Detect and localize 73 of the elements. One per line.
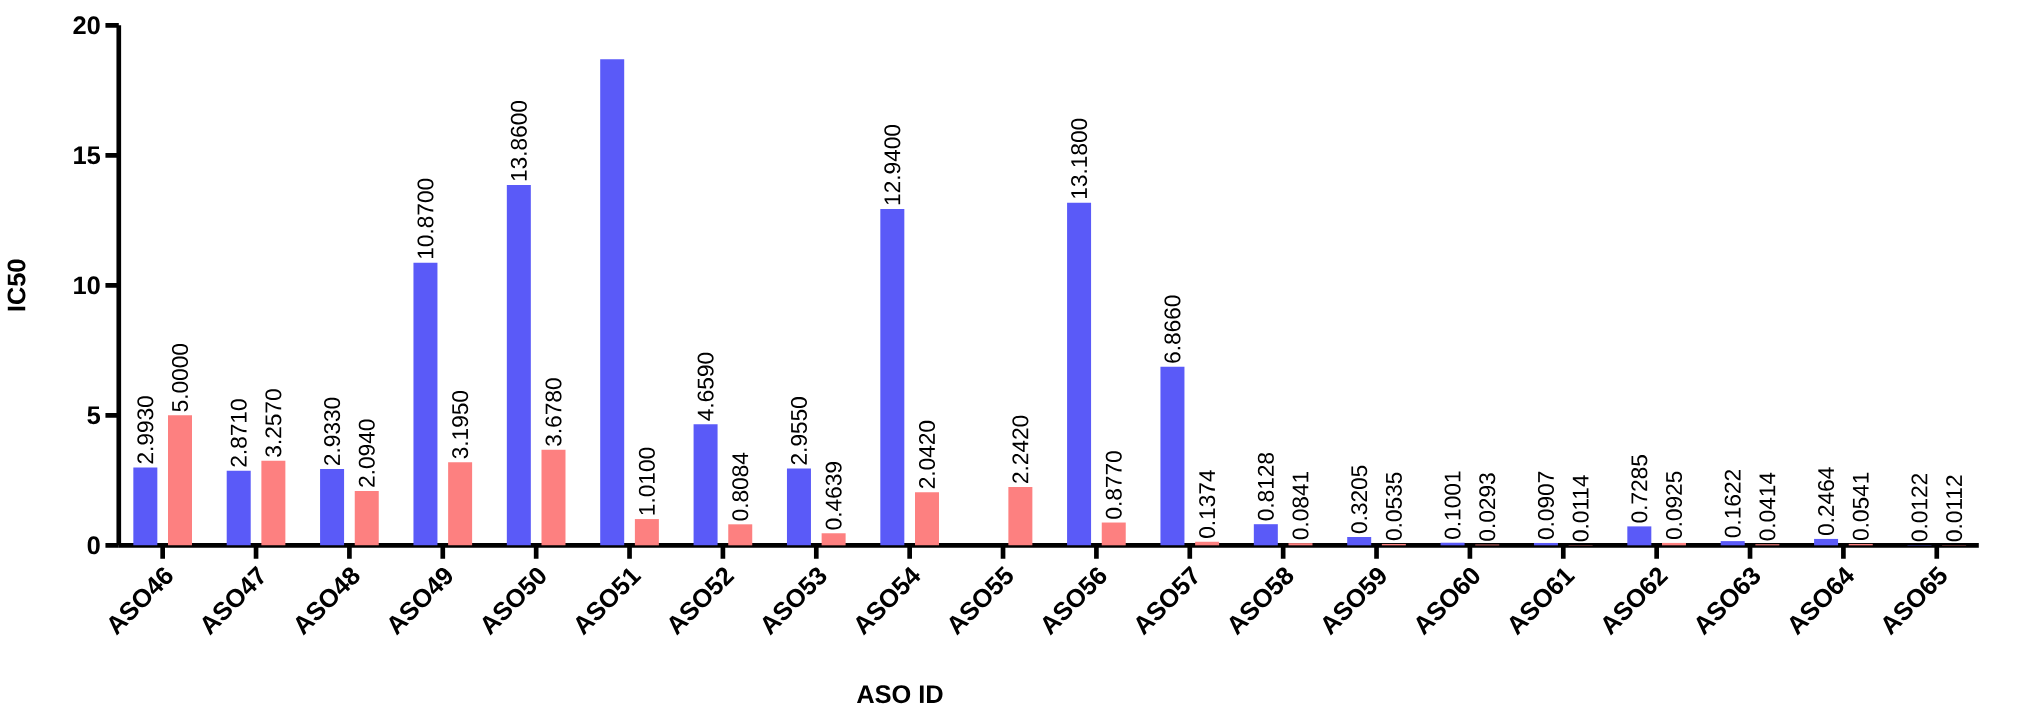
bar: [693, 424, 718, 546]
data-label: 13.1800: [1071, 118, 1088, 198]
bar: [600, 58, 625, 546]
data-label: 0.0535: [1385, 472, 1402, 540]
data-label: 2.8710: [230, 399, 247, 467]
data-label: 0.0414: [1759, 472, 1776, 541]
bar: [506, 184, 531, 546]
data-label: 6.8660: [1164, 295, 1181, 363]
data-label: 13.8600: [510, 100, 527, 181]
bar: [448, 462, 473, 546]
data-label: 0.0925: [1665, 471, 1683, 539]
data-label: 12.9400: [884, 124, 901, 205]
bar: [1008, 486, 1033, 546]
bar: [1288, 542, 1313, 546]
y-axis-title: IC50: [7, 259, 26, 311]
bar: [1253, 524, 1278, 546]
y-tick-label: 20: [73, 16, 100, 35]
data-label: 3.1950: [452, 390, 469, 459]
bar: [1160, 366, 1185, 546]
bar: [261, 460, 286, 546]
data-label: 0.0541: [1852, 472, 1869, 540]
y-tick-label: 15: [74, 146, 101, 165]
x-axis-title: ASO ID: [856, 685, 943, 704]
data-label: 0.8084: [732, 452, 749, 521]
bar: [1720, 540, 1745, 546]
data-label: 0.0841: [1292, 471, 1309, 540]
data-label: 0.0114: [1572, 474, 1589, 542]
data-label: 2.0940: [358, 419, 375, 487]
y-tick-label: 0: [87, 536, 100, 555]
data-label: 10.8700: [417, 178, 434, 258]
data-label: 0.1622: [1724, 469, 1741, 538]
data-label: 3.2570: [265, 389, 282, 457]
bar: [728, 524, 753, 546]
data-label: 0.0293: [1479, 473, 1496, 541]
data-label: 3.6780: [545, 378, 562, 446]
data-label: 0.8770: [1105, 450, 1122, 519]
y-tick-label: 10: [74, 276, 100, 295]
data-label: 2.2420: [1012, 415, 1029, 483]
bar: [1067, 202, 1092, 546]
bar: [226, 470, 251, 546]
bar: [1814, 538, 1839, 546]
bar: [634, 518, 659, 546]
data-label: 0.3205: [1351, 465, 1368, 534]
data-label: 0.0112: [1946, 475, 1963, 542]
data-label: 2.9330: [324, 397, 341, 465]
data-label: 0.1001: [1444, 471, 1461, 539]
bar: [880, 208, 905, 546]
bar: [786, 468, 811, 546]
bar: [821, 533, 846, 546]
bar: [133, 467, 158, 546]
bar: [915, 492, 939, 546]
bar: [168, 415, 192, 546]
data-label: 5.0000: [171, 343, 189, 412]
bar: [1347, 536, 1372, 546]
data-label: 4.6590: [697, 352, 714, 421]
data-label: 0.7285: [1631, 454, 1648, 523]
y-tick-label: 5: [87, 406, 101, 425]
data-label: 0.0122: [1911, 473, 1928, 542]
bar: [1101, 522, 1126, 546]
bar: [413, 262, 438, 546]
data-label: 0.0907: [1537, 471, 1554, 539]
bar: [1627, 526, 1652, 546]
bar: [354, 490, 379, 546]
data-label: 0.2464: [1818, 467, 1835, 535]
data-label: 1.0100: [638, 447, 655, 515]
bar: [541, 449, 566, 546]
data-label: 2.0420: [918, 420, 936, 488]
data-label: 0.4639: [825, 461, 842, 530]
data-label: 0.8128: [1257, 452, 1274, 521]
data-label: 2.9550: [790, 396, 807, 465]
bar: [320, 468, 345, 546]
data-label: 0.1374: [1199, 470, 1216, 538]
data-label: 2.9930: [137, 395, 154, 464]
